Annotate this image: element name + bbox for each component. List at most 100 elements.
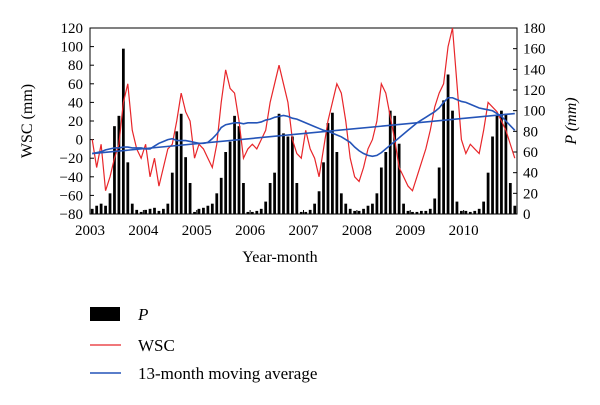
p-bar bbox=[224, 152, 228, 214]
x-tick-label: 2007 bbox=[289, 223, 320, 239]
y-right-tick-label: 140 bbox=[523, 62, 546, 78]
y-left-tick-label: −80 bbox=[60, 207, 83, 223]
y-right-tick-label: 120 bbox=[523, 83, 546, 99]
p-bar bbox=[464, 210, 468, 214]
p-bar bbox=[419, 210, 423, 214]
p-bar bbox=[406, 210, 410, 214]
p-bar bbox=[188, 183, 192, 214]
p-bar bbox=[153, 207, 156, 214]
p-bar bbox=[175, 131, 179, 214]
p-bar bbox=[144, 209, 147, 214]
moving-average-line bbox=[92, 96, 516, 158]
p-bar bbox=[162, 208, 165, 214]
p-bar bbox=[210, 203, 214, 214]
y-right-tick-label: 160 bbox=[523, 42, 546, 58]
legend-item-wsc: WSC bbox=[90, 336, 175, 355]
p-bar bbox=[255, 210, 259, 214]
y-left-tick-label: 60 bbox=[68, 77, 83, 93]
p-bar bbox=[482, 201, 486, 214]
legend-p-swatch bbox=[90, 307, 120, 321]
p-bar bbox=[264, 201, 268, 214]
right-axis-ticks: 180 160 140 120 100 80 60 40 20 0 bbox=[513, 21, 546, 223]
p-bar bbox=[308, 209, 312, 214]
p-bar bbox=[295, 183, 299, 214]
y-right-tick-label: 40 bbox=[523, 166, 538, 182]
p-bar bbox=[428, 208, 432, 214]
p-bar bbox=[157, 210, 161, 214]
p-bar bbox=[393, 115, 397, 214]
p-bar bbox=[331, 112, 334, 214]
y-left-tick-label: 120 bbox=[61, 21, 84, 37]
p-bar bbox=[193, 211, 196, 214]
y-left-tick-label: −40 bbox=[60, 170, 83, 186]
legend: P WSC 13-month moving average bbox=[90, 305, 317, 383]
p-bar bbox=[179, 113, 183, 214]
p-bar bbox=[108, 193, 112, 214]
p-bar bbox=[121, 48, 125, 214]
y-right-tick-label: 60 bbox=[523, 145, 538, 161]
x-axis-label: Year-month bbox=[242, 249, 317, 266]
p-bar bbox=[291, 136, 294, 214]
p-bar bbox=[304, 211, 308, 214]
x-tick-label: 2008 bbox=[342, 223, 372, 239]
trend-line bbox=[92, 112, 515, 155]
p-bar bbox=[130, 203, 134, 214]
p-bar bbox=[126, 162, 130, 214]
p-bar bbox=[90, 208, 94, 214]
p-bar bbox=[348, 208, 352, 214]
p-bar bbox=[477, 208, 481, 214]
p-bar bbox=[135, 209, 139, 214]
p-bar bbox=[273, 172, 276, 214]
p-bar bbox=[433, 198, 437, 214]
p-bar bbox=[242, 183, 245, 214]
p-bar bbox=[215, 193, 219, 214]
p-bar bbox=[411, 211, 414, 214]
p-bar bbox=[451, 110, 454, 214]
p-bar bbox=[344, 203, 348, 214]
p-bar bbox=[313, 203, 316, 214]
p-bar bbox=[246, 211, 250, 214]
x-axis-ticks: 2003 2004 2005 2006 2007 2008 2009 2010 bbox=[75, 210, 479, 239]
x-tick-label: 2006 bbox=[235, 223, 266, 239]
p-bar bbox=[197, 208, 201, 214]
p-bar bbox=[353, 210, 357, 214]
p-bar bbox=[371, 203, 374, 214]
p-bar bbox=[397, 143, 401, 214]
x-tick-label: 2005 bbox=[182, 223, 212, 239]
p-bar bbox=[486, 172, 490, 214]
p-bar bbox=[402, 203, 405, 214]
p-bar bbox=[500, 110, 503, 214]
p-bar bbox=[99, 203, 103, 214]
p-bar bbox=[362, 208, 365, 214]
x-tick-label: 2009 bbox=[395, 223, 425, 239]
y-left-tick-label: 40 bbox=[68, 95, 83, 111]
p-bar bbox=[504, 113, 508, 214]
p-bar bbox=[286, 136, 290, 214]
p-bar bbox=[460, 210, 463, 214]
p-bar bbox=[473, 210, 477, 214]
x-tick-label: 2004 bbox=[128, 223, 159, 239]
y-left-tick-label: 100 bbox=[61, 40, 84, 56]
p-bar bbox=[442, 100, 445, 214]
p-bar bbox=[299, 211, 303, 214]
p-bar bbox=[366, 205, 370, 214]
wsc-line bbox=[91, 27, 516, 192]
y-left-tick-label: −20 bbox=[60, 151, 83, 167]
y-right-tick-label: 180 bbox=[523, 21, 546, 37]
p-bar bbox=[495, 115, 499, 214]
y-left-axis-label: WSC (mm) bbox=[19, 84, 36, 158]
p-bar bbox=[513, 205, 517, 214]
y-right-tick-label: 20 bbox=[523, 186, 538, 202]
p-bars bbox=[90, 48, 517, 214]
p-bar bbox=[508, 183, 512, 214]
y-left-tick-label: 0 bbox=[76, 133, 84, 149]
y-left-tick-label: 80 bbox=[68, 58, 83, 74]
p-bar bbox=[206, 205, 210, 214]
p-bar bbox=[139, 211, 143, 214]
p-bar bbox=[104, 205, 107, 214]
p-bar bbox=[219, 177, 223, 214]
x-tick-label: 2003 bbox=[75, 223, 105, 239]
p-bar bbox=[259, 208, 263, 214]
p-bar bbox=[424, 210, 428, 214]
